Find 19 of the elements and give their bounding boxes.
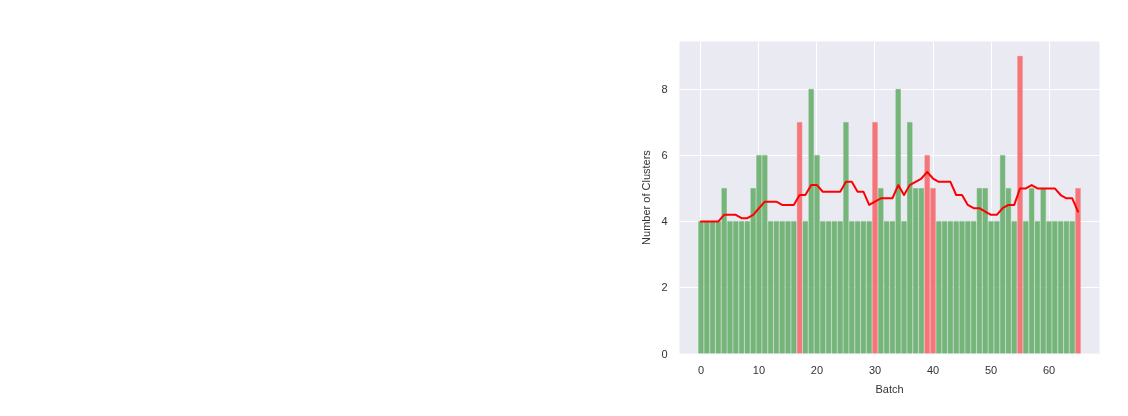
bar (797, 122, 803, 354)
x-tick-label: 40 (926, 363, 940, 376)
bar (1075, 188, 1081, 354)
x-tick-label: 20 (810, 363, 824, 376)
line-series (699, 170, 1080, 223)
x-tick-label: 50 (984, 363, 998, 376)
y-tick-label: 4 (661, 215, 668, 228)
x-tick-label: 10 (752, 363, 766, 376)
y-tick-label: 0 (661, 347, 668, 360)
bar (1017, 56, 1023, 354)
y-axis-title: Number of Clusters (640, 149, 653, 245)
x-axis-title: Batch (875, 382, 904, 395)
x-tick-label: 30 (868, 363, 882, 376)
y-tick-label: 8 (661, 83, 668, 96)
bar (872, 122, 878, 354)
y-tick-label: 2 (661, 281, 668, 294)
y-tick-label: 6 (661, 149, 668, 162)
x-tick-label: 60 (1042, 363, 1056, 376)
x-tick-label: 0 (697, 363, 705, 376)
